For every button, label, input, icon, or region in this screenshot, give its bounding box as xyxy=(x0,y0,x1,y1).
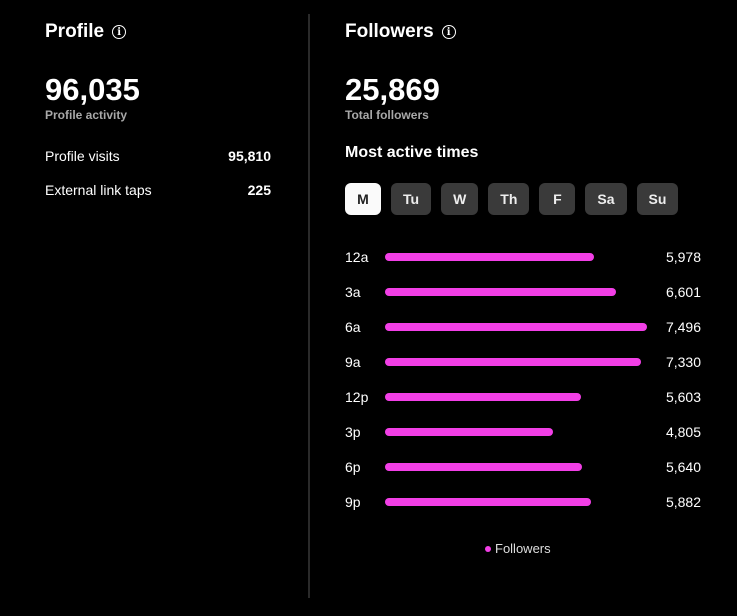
profile-activity-label: Profile activity xyxy=(45,108,128,122)
bar-row: 12p 5,603 xyxy=(345,387,701,407)
followers-header: Followers i xyxy=(345,21,456,43)
bar-value: 5,882 xyxy=(665,494,701,510)
legend-label: Followers xyxy=(495,541,551,556)
day-tab-tu[interactable]: Tu xyxy=(391,183,432,215)
bar-label: 9p xyxy=(345,494,361,510)
day-tab-th[interactable]: Th xyxy=(488,183,530,215)
row-label: Profile visits xyxy=(45,148,120,164)
external-link-taps-row: External link taps 225 xyxy=(45,182,271,198)
bar-value: 7,330 xyxy=(665,354,701,370)
bar xyxy=(385,253,594,261)
bar-row: 9a 7,330 xyxy=(345,352,701,372)
bar xyxy=(385,358,642,366)
followers-total-label: Total followers xyxy=(345,108,429,122)
profile-title: Profile xyxy=(45,21,105,42)
row-label: External link taps xyxy=(45,182,152,198)
bar xyxy=(385,463,583,471)
row-value: 225 xyxy=(247,182,271,198)
bar-value: 5,603 xyxy=(665,389,701,405)
column-divider xyxy=(308,14,310,598)
bar-row: 3a 6,601 xyxy=(345,282,701,302)
bar-label: 6p xyxy=(345,459,361,475)
bar-label: 3p xyxy=(345,424,361,440)
day-tab-w[interactable]: W xyxy=(441,183,479,215)
bar-value: 4,805 xyxy=(665,424,701,440)
chart-legend: Followers xyxy=(485,541,551,556)
bar xyxy=(385,393,581,401)
followers-total: 25,869 xyxy=(345,72,440,107)
bar-value: 5,978 xyxy=(665,249,701,265)
day-selector: M Tu W Th F Sa Su xyxy=(345,183,679,215)
bar xyxy=(385,498,591,506)
day-tab-f[interactable]: F xyxy=(539,183,576,215)
bar-label: 9a xyxy=(345,354,361,370)
profile-header: Profile i xyxy=(45,21,127,43)
bar-row: 12a 5,978 xyxy=(345,247,701,267)
profile-visits-row: Profile visits 95,810 xyxy=(45,148,271,164)
bar-value: 6,601 xyxy=(665,284,701,300)
day-tab-sa[interactable]: Sa xyxy=(585,183,627,215)
bar-row: 3p 4,805 xyxy=(345,422,701,442)
bar-row: 6p 5,640 xyxy=(345,457,701,477)
bar-label: 12a xyxy=(345,249,369,265)
bar xyxy=(385,323,647,331)
profile-activity-total: 96,035 xyxy=(45,72,140,107)
info-icon[interactable]: i xyxy=(441,25,456,39)
bar-row: 6a 7,496 xyxy=(345,317,701,337)
row-value: 95,810 xyxy=(228,148,271,164)
followers-title: Followers xyxy=(345,21,434,42)
bar-row: 9p 5,882 xyxy=(345,492,701,512)
info-icon[interactable]: i xyxy=(112,25,127,39)
bar xyxy=(385,288,616,296)
day-tab-su[interactable]: Su xyxy=(636,183,679,215)
bar-value: 5,640 xyxy=(665,459,701,475)
bar-label: 12p xyxy=(345,389,369,405)
bar-label: 6a xyxy=(345,319,361,335)
most-active-times-heading: Most active times xyxy=(345,144,479,161)
bar-label: 3a xyxy=(345,284,361,300)
day-tab-m[interactable]: M xyxy=(345,183,381,215)
legend-dot-icon xyxy=(485,545,491,552)
bar-value: 7,496 xyxy=(665,319,701,335)
bar xyxy=(385,428,553,436)
